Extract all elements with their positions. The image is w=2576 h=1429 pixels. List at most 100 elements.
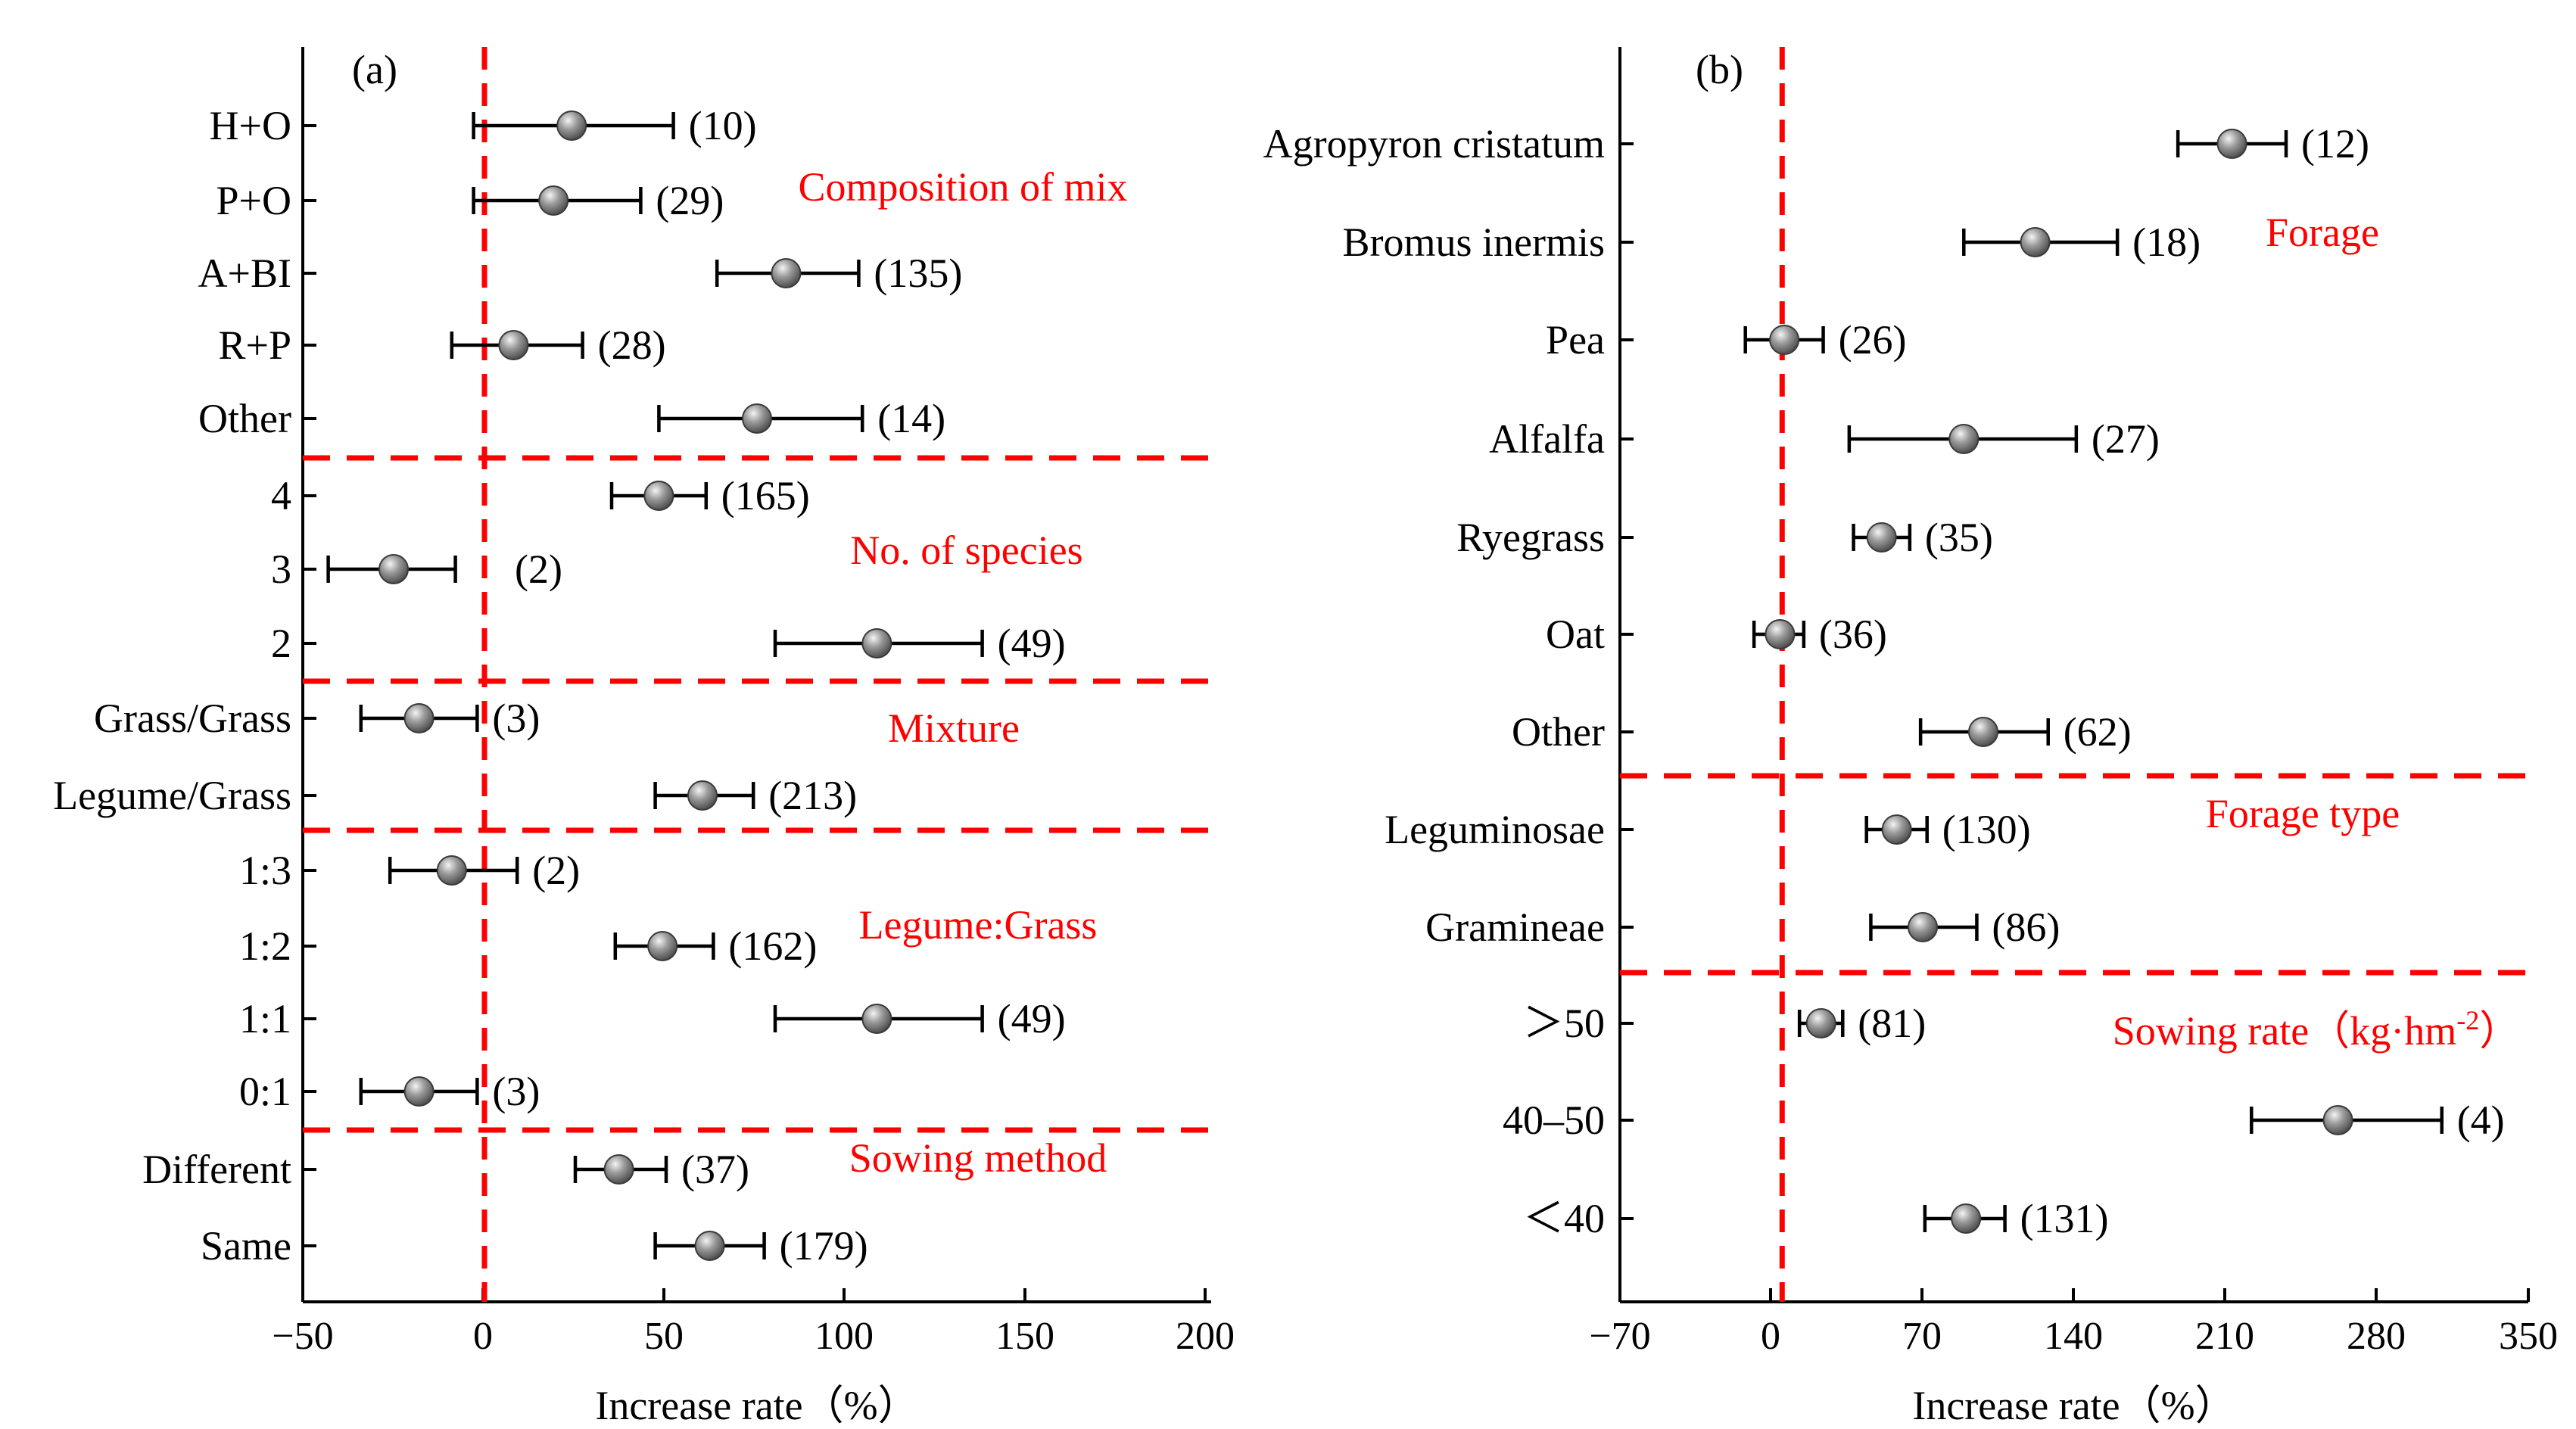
category-label: Bromus inermis [1343, 219, 1606, 265]
count-label: (179) [780, 1223, 868, 1269]
count-label: (26) [1839, 317, 1907, 363]
category-label: Other [198, 396, 291, 441]
category-label: 1:1 [239, 996, 291, 1041]
mean-point [498, 330, 529, 360]
mean-point [861, 1004, 892, 1034]
x-tick-label: 100 [815, 1315, 874, 1358]
mean-point [1881, 814, 1912, 845]
x-tick-label: 70 [1902, 1315, 1942, 1358]
mean-point [643, 481, 674, 511]
count-label: (213) [768, 773, 857, 818]
count-label: (29) [656, 178, 724, 223]
category-label: 2 [271, 621, 291, 666]
x-tick-label: 280 [2347, 1315, 2406, 1358]
count-label: (35) [1925, 515, 1993, 560]
mean-point [687, 780, 718, 811]
group-label: Mixture [888, 705, 1020, 751]
mean-point [2216, 129, 2247, 159]
mean-point [556, 111, 587, 141]
category-label: H+O [210, 103, 291, 148]
count-label: (49) [998, 996, 1066, 1041]
count-label: (4) [2457, 1097, 2505, 1143]
count-label: (27) [2092, 416, 2160, 462]
group-label: Sowing rate（kg·hm-2） [2113, 1005, 2520, 1054]
mean-point [403, 1076, 435, 1107]
mean-point [771, 258, 802, 288]
mean-point [436, 855, 467, 886]
category-label: Grass/Grass [94, 696, 291, 741]
mean-point [861, 628, 892, 658]
count-label: (135) [874, 251, 962, 296]
mean-point [2020, 227, 2051, 257]
count-label: (81) [1858, 1001, 1926, 1046]
category-label: R+P [218, 322, 291, 368]
group-label: No. of species [850, 528, 1082, 573]
mean-point [403, 703, 435, 733]
category-label: 1:3 [239, 848, 291, 893]
mean-point [1769, 325, 1800, 355]
x-axis-label: Increase rate（%） [1912, 1383, 2235, 1428]
count-label: (162) [728, 923, 817, 969]
category-label: Pea [1546, 317, 1605, 363]
count-label: (130) [1942, 807, 2031, 852]
category-label: Different [142, 1147, 291, 1192]
mean-point [538, 185, 569, 216]
mean-point [1951, 1203, 1982, 1234]
x-tick-label: 140 [2044, 1315, 2103, 1358]
category-label: A+BI [198, 251, 291, 296]
category-label: Leguminosae [1385, 807, 1605, 852]
count-label: (36) [1819, 612, 1887, 657]
mean-point [647, 931, 678, 961]
x-tick-label: 50 [644, 1315, 684, 1358]
category-label: Same [201, 1223, 291, 1269]
mean-point [603, 1154, 634, 1185]
category-label: 40–50 [1503, 1097, 1605, 1143]
count-label: (18) [2132, 219, 2201, 265]
count-label: (37) [681, 1147, 749, 1192]
count-label: (2) [532, 848, 580, 893]
category-label: Gramineae [1425, 904, 1605, 950]
mean-point [378, 554, 409, 584]
category-label: 0:1 [239, 1069, 291, 1114]
x-tick-label: −50 [272, 1315, 333, 1358]
count-label: (10) [689, 103, 757, 148]
x-tick-label: 210 [2195, 1315, 2254, 1358]
x-tick-label: −70 [1589, 1315, 1650, 1358]
panel-label: (a) [352, 47, 397, 92]
panel-a-plot: −50 0 50 100 150 200 Increase rate（%） (a) Compos… [53, 47, 1235, 1428]
category-label: 4 [271, 473, 291, 518]
count-label: (28) [598, 322, 666, 368]
category-label: P+O [216, 178, 291, 223]
count-label: (86) [1992, 904, 2060, 950]
group-label: Legume:Grass [859, 902, 1098, 948]
mean-point [2322, 1105, 2353, 1135]
count-label: (62) [2064, 709, 2132, 755]
mean-point [1908, 912, 1938, 942]
group-label: Forage type [2206, 791, 2400, 836]
panel-label: (b) [1696, 47, 1743, 92]
mean-point [1866, 522, 1897, 553]
group-label: Composition of mix [798, 164, 1127, 210]
mean-point [742, 403, 772, 434]
mean-point [1765, 619, 1796, 649]
group-label: Sowing method [849, 1135, 1107, 1181]
category-label: Oat [1546, 612, 1605, 657]
mean-point [1948, 424, 1980, 454]
x-tick-label: 0 [1761, 1315, 1780, 1358]
count-label: (131) [2020, 1196, 2109, 1241]
category-label: 1:2 [239, 923, 291, 969]
x-tick-label: 350 [2499, 1315, 2558, 1358]
category-label: Agropyron cristatum [1263, 121, 1605, 167]
mean-point [1968, 717, 1998, 747]
count-label: (2) [515, 546, 562, 592]
count-label: (3) [492, 1069, 540, 1114]
panel-b-plot: −70 0 70 140 210 280 350 Increase rate（%） (b) For… [1263, 47, 2558, 1428]
count-label: (165) [721, 473, 810, 518]
count-label: (12) [2301, 121, 2369, 167]
count-label: (3) [492, 696, 540, 741]
category-label: ＞50 [1523, 1001, 1605, 1046]
category-label: Other [1512, 709, 1605, 755]
category-label: Legume/Grass [53, 773, 291, 818]
mean-point [694, 1231, 725, 1261]
